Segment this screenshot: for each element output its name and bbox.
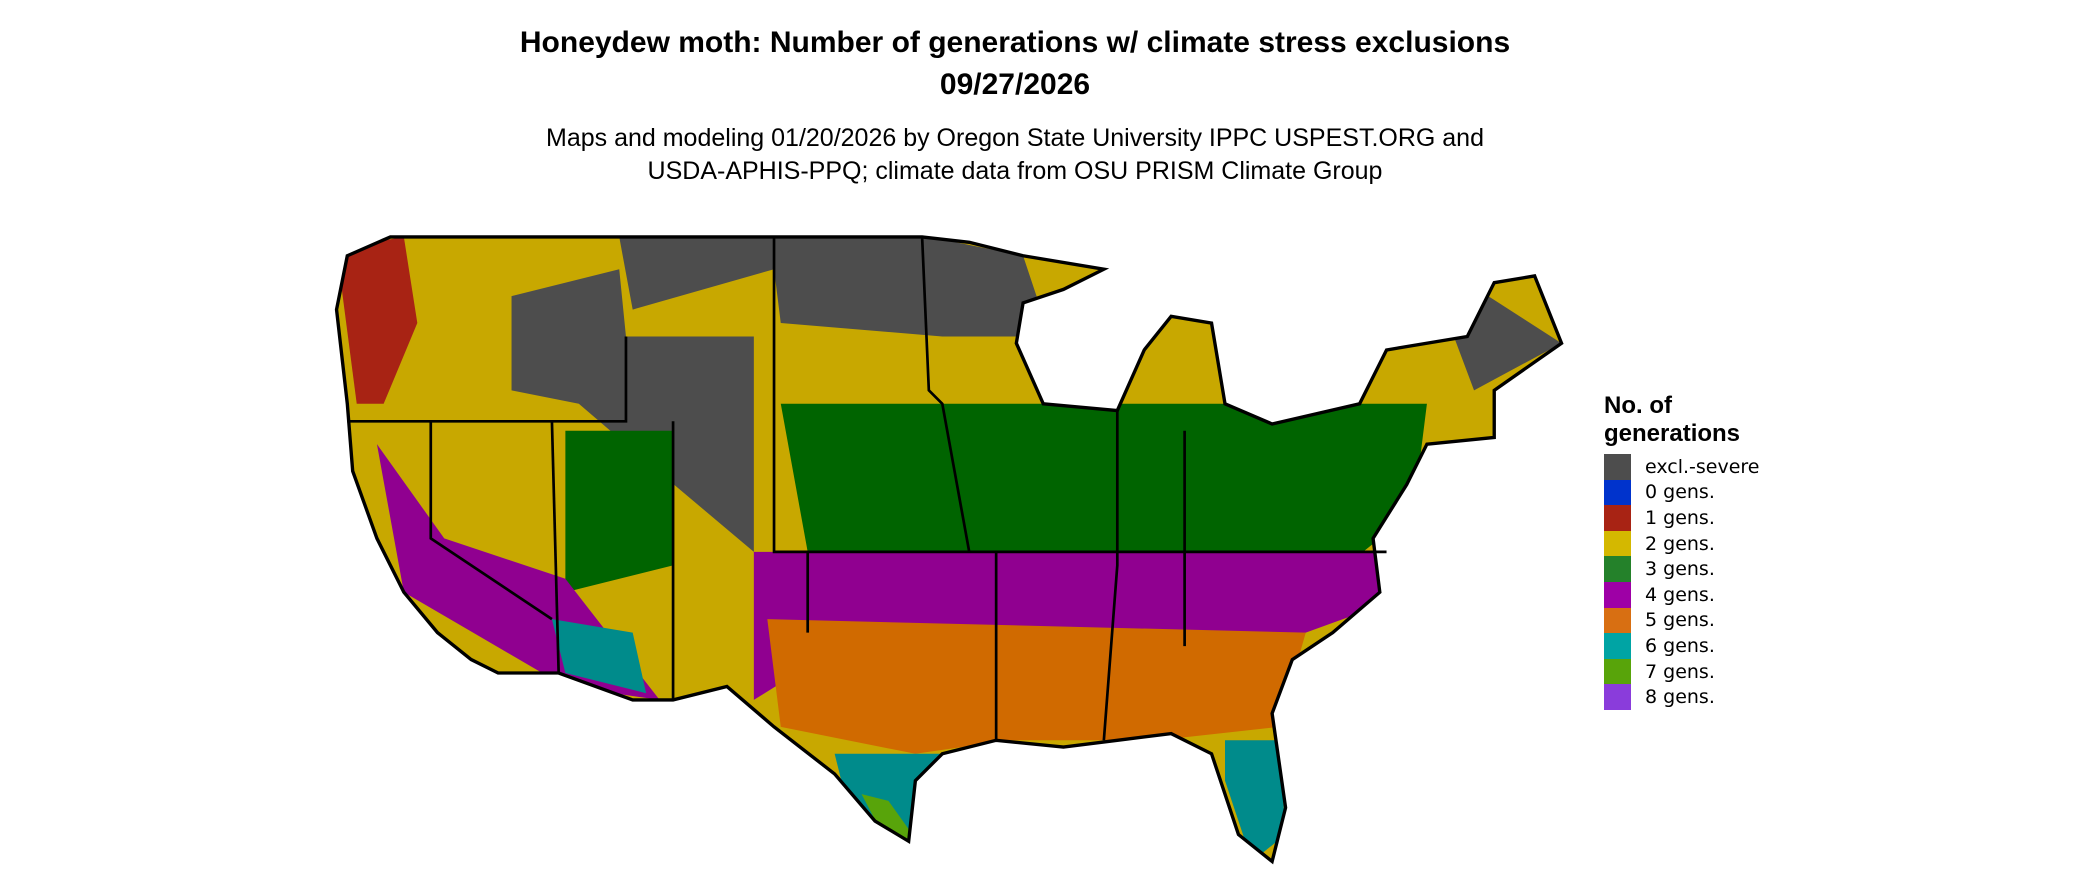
legend-swatch — [1604, 658, 1631, 685]
legend-item: 6 gens. — [1604, 633, 1760, 659]
legend-swatch — [1604, 607, 1631, 634]
legend-swatch — [1604, 581, 1631, 608]
legend-label: 2 gens. — [1645, 532, 1715, 555]
subtitle-line-1: Maps and modeling 01/20/2026 by Oregon S… — [546, 124, 1484, 152]
map-title: Honeydew moth: Number of generations w/ … — [519, 26, 1511, 59]
zone-excl-rockies — [511, 269, 754, 552]
legend-swatch — [1604, 530, 1631, 557]
zone-3-gens-west — [565, 430, 674, 593]
zone-5-gens — [767, 619, 1306, 754]
legend-item: 7 gens. — [1604, 658, 1760, 685]
legend-label: excl.-severe — [1645, 455, 1760, 478]
legend-item: 1 gens. — [1604, 505, 1760, 531]
legend-swatch — [1604, 505, 1631, 531]
legend-label: 8 gens. — [1645, 686, 1715, 709]
legend-swatch — [1604, 556, 1631, 582]
legend-title: No. of generations — [1604, 392, 1760, 448]
zone-3-gens-east — [780, 403, 1427, 579]
legend-label: 7 gens. — [1645, 660, 1715, 683]
legend-label: 3 gens. — [1645, 558, 1715, 581]
legend-item: 3 gens. — [1604, 556, 1760, 582]
legend-label: 0 gens. — [1645, 481, 1715, 504]
legend-item: 5 gens. — [1604, 607, 1760, 634]
legend-label: 4 gens. — [1645, 583, 1715, 606]
zone-7-gens — [861, 794, 923, 848]
subtitle-line-2: USDA-APHIS-PPQ; climate data from OSU PR… — [647, 157, 1383, 185]
legend-label: 6 gens. — [1645, 634, 1715, 657]
legend-item: 8 gens. — [1604, 684, 1760, 710]
zone-6-gens-arizona — [551, 619, 647, 694]
zone-excl-north — [619, 236, 1050, 337]
map-date: 09/27/2026 — [939, 68, 1091, 101]
legend-label: 1 gens. — [1645, 506, 1715, 529]
state-borders — [347, 236, 1387, 741]
zone-4-gens-east — [753, 551, 1387, 700]
legend-swatch — [1604, 633, 1631, 659]
zone-1-gens — [336, 236, 418, 404]
legend-title-line-2: generations — [1604, 420, 1741, 447]
legend-swatch — [1604, 684, 1631, 710]
legend-swatch — [1604, 479, 1631, 506]
legend: No. of generations excl.-severe 0 gens. 1 … — [1604, 392, 1760, 710]
legend-item: 0 gens. — [1604, 479, 1760, 506]
legend-item: 4 gens. — [1604, 581, 1760, 608]
legend-item: 2 gens. — [1604, 530, 1760, 557]
zone-6-gens-florida — [1225, 740, 1286, 862]
legend-title-line-1: No. of — [1604, 392, 1672, 419]
legend-item: excl.-severe — [1604, 454, 1760, 480]
legend-label: 5 gens. — [1645, 609, 1715, 632]
legend-swatch — [1604, 454, 1631, 480]
